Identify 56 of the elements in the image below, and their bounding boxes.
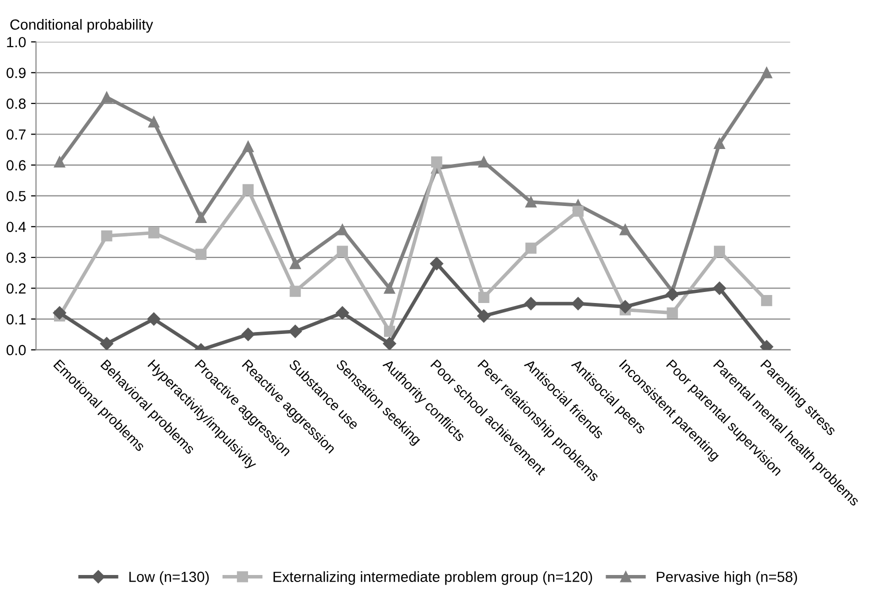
y-tick-label: 0.1	[6, 314, 26, 324]
point	[430, 257, 444, 270]
point	[712, 282, 726, 295]
y-tick-label: 0.0	[6, 344, 26, 356]
y-tick-label: 0.8	[6, 98, 26, 109]
point	[761, 67, 772, 78]
point	[242, 141, 254, 152]
point	[290, 258, 301, 270]
y-tick-label: 0.7	[6, 129, 26, 140]
point	[714, 246, 726, 257]
point	[195, 248, 207, 260]
point	[242, 328, 255, 342]
point	[382, 337, 396, 350]
point	[571, 297, 585, 310]
point	[336, 246, 348, 257]
point	[148, 116, 160, 128]
point	[54, 156, 66, 168]
point	[620, 224, 631, 236]
point	[52, 306, 66, 320]
point	[384, 326, 396, 337]
legend-label: Low (n=130)	[129, 571, 209, 585]
legend-label: Externalizing intermediate problem group (n=120)	[274, 571, 592, 585]
point	[101, 230, 112, 242]
point	[666, 288, 679, 301]
point	[288, 324, 302, 338]
point	[761, 295, 772, 306]
point	[336, 306, 349, 320]
legend-label: Pervasive high (n=58)	[656, 571, 798, 585]
point	[242, 184, 254, 196]
point	[100, 337, 114, 350]
y-tick-label: 0.9	[6, 68, 26, 78]
point	[525, 196, 536, 208]
point	[431, 156, 442, 168]
y-tick-label: 0.2	[6, 283, 26, 294]
point	[336, 224, 348, 236]
point	[147, 312, 160, 326]
point	[525, 242, 536, 254]
point	[290, 286, 301, 297]
point	[478, 156, 490, 168]
y-tick-label: 0.3	[6, 252, 26, 263]
point	[714, 138, 726, 150]
point	[384, 282, 396, 294]
point	[195, 212, 207, 223]
point	[572, 206, 584, 217]
y-tick-label: 1.0	[7, 36, 26, 48]
point	[618, 300, 632, 314]
y-tick-label: 0.6	[6, 160, 26, 170]
y-tick-label: 0.4	[6, 222, 26, 232]
point	[478, 292, 490, 304]
point	[101, 92, 112, 103]
point	[524, 297, 538, 310]
y-tick-label: 0.5	[6, 190, 26, 202]
point	[477, 309, 490, 323]
point	[666, 307, 678, 318]
point	[148, 227, 160, 238]
y-axis-title: Conditional probability	[10, 19, 154, 33]
